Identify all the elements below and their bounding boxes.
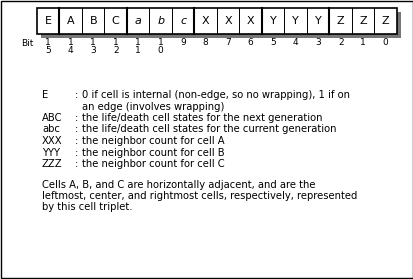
Text: B: B bbox=[89, 16, 97, 26]
Text: Y: Y bbox=[269, 16, 276, 26]
Bar bbox=[37, 8, 396, 34]
Text: ABC: ABC bbox=[42, 113, 62, 123]
Text: 5: 5 bbox=[270, 38, 275, 47]
Text: 1: 1 bbox=[135, 46, 141, 55]
Text: 4: 4 bbox=[292, 38, 298, 47]
Text: Cells A, B, and C are horizontally adjacent, and are the: Cells A, B, and C are horizontally adjac… bbox=[42, 179, 315, 189]
Text: Z: Z bbox=[358, 16, 366, 26]
Text: :: : bbox=[75, 124, 78, 134]
Text: 0: 0 bbox=[382, 38, 388, 47]
Text: X: X bbox=[246, 16, 254, 26]
Text: XXX: XXX bbox=[42, 136, 62, 146]
Text: 1: 1 bbox=[359, 38, 365, 47]
Text: 0 if cell is internal (non-edge, so no wrapping), 1 if on: 0 if cell is internal (non-edge, so no w… bbox=[82, 90, 349, 100]
Text: by this cell triplet.: by this cell triplet. bbox=[42, 203, 132, 213]
Text: 1: 1 bbox=[68, 38, 74, 47]
Text: 9: 9 bbox=[180, 38, 186, 47]
Text: the neighbor count for cell C: the neighbor count for cell C bbox=[82, 159, 224, 169]
Text: 1: 1 bbox=[157, 38, 163, 47]
Text: the neighbor count for cell B: the neighbor count for cell B bbox=[82, 148, 224, 158]
Text: 0: 0 bbox=[157, 46, 163, 55]
Text: Z: Z bbox=[381, 16, 389, 26]
Text: Z: Z bbox=[336, 16, 344, 26]
Text: 1: 1 bbox=[90, 38, 96, 47]
Text: Bit: Bit bbox=[21, 39, 34, 48]
Text: 5: 5 bbox=[45, 46, 51, 55]
Bar bbox=[41, 12, 400, 38]
Text: 1: 1 bbox=[45, 38, 51, 47]
Text: E: E bbox=[42, 90, 48, 100]
Text: ZZZ: ZZZ bbox=[42, 159, 62, 169]
Text: 1: 1 bbox=[135, 38, 141, 47]
Text: Y: Y bbox=[314, 16, 321, 26]
Text: :: : bbox=[75, 113, 78, 123]
Text: 1: 1 bbox=[113, 38, 119, 47]
Text: 8: 8 bbox=[202, 38, 208, 47]
Text: abc: abc bbox=[42, 124, 60, 134]
Text: an edge (involves wrapping): an edge (involves wrapping) bbox=[82, 102, 224, 112]
Text: :: : bbox=[75, 90, 78, 100]
Text: 3: 3 bbox=[315, 38, 320, 47]
Text: :: : bbox=[75, 136, 78, 146]
Text: 2: 2 bbox=[113, 46, 118, 55]
Text: the neighbor count for cell A: the neighbor count for cell A bbox=[82, 136, 224, 146]
Text: X: X bbox=[202, 16, 209, 26]
Text: b: b bbox=[157, 16, 164, 26]
Text: A: A bbox=[67, 16, 74, 26]
Text: c: c bbox=[180, 16, 186, 26]
Text: leftmost, center, and rightmost cells, respectively, represented: leftmost, center, and rightmost cells, r… bbox=[42, 191, 356, 201]
Text: 7: 7 bbox=[225, 38, 230, 47]
Text: 2: 2 bbox=[337, 38, 343, 47]
Text: X: X bbox=[224, 16, 232, 26]
Text: 6: 6 bbox=[247, 38, 253, 47]
Text: :: : bbox=[75, 159, 78, 169]
Text: :: : bbox=[75, 148, 78, 158]
Text: 4: 4 bbox=[68, 46, 74, 55]
Text: E: E bbox=[45, 16, 52, 26]
Text: YYY: YYY bbox=[42, 148, 60, 158]
Text: a: a bbox=[135, 16, 141, 26]
Text: the life/death cell states for the next generation: the life/death cell states for the next … bbox=[82, 113, 322, 123]
Text: the life/death cell states for the current generation: the life/death cell states for the curre… bbox=[82, 124, 336, 134]
Text: 3: 3 bbox=[90, 46, 96, 55]
Text: Y: Y bbox=[292, 16, 299, 26]
Text: C: C bbox=[112, 16, 119, 26]
